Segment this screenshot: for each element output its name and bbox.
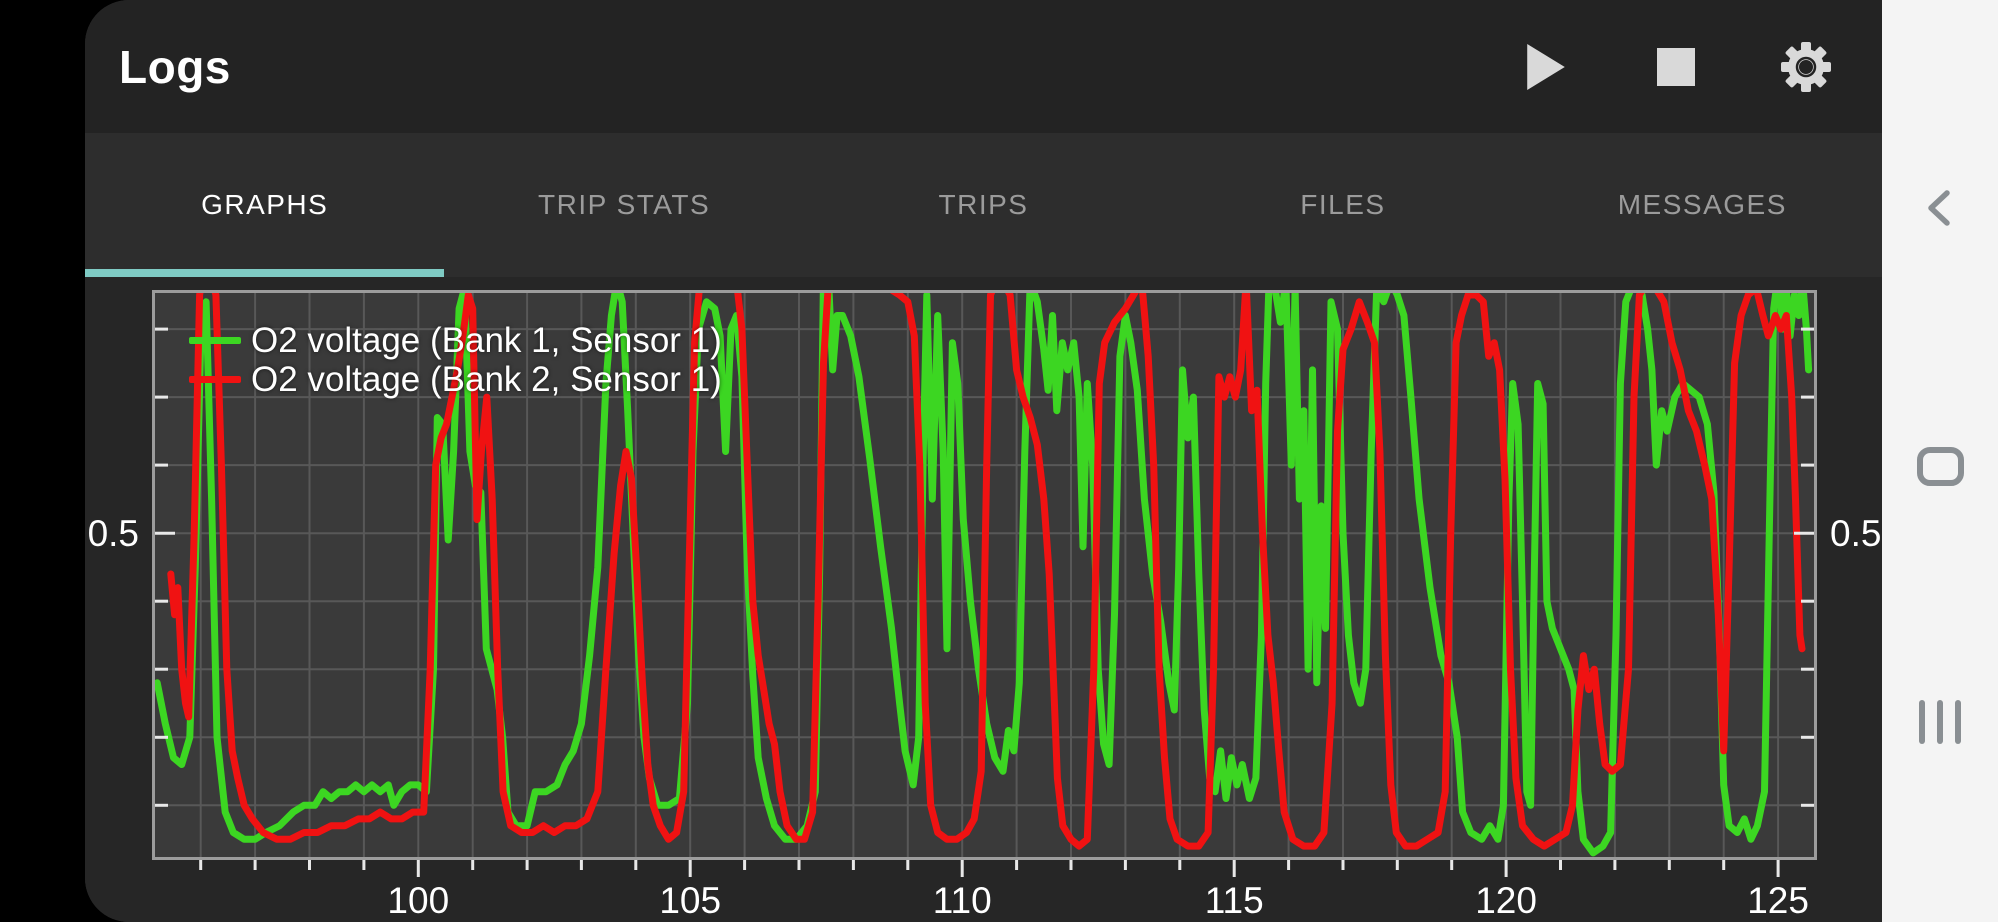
svg-text:125: 125 xyxy=(1747,880,1809,921)
stop-button[interactable] xyxy=(1650,41,1702,93)
tab-graphs[interactable]: GRAPHS xyxy=(85,133,445,277)
svg-text:110: 110 xyxy=(933,880,992,921)
appbar-actions xyxy=(1520,41,1832,93)
svg-text:120: 120 xyxy=(1475,880,1537,921)
tab-label: FILES xyxy=(1300,189,1386,220)
play-icon xyxy=(1527,43,1565,90)
back-button[interactable] xyxy=(1882,188,1998,228)
page-title: Logs xyxy=(119,40,231,93)
o2-voltage-chart[interactable]: 100 105 110 115 120 125 0.5 0.5 xyxy=(88,290,1881,921)
stop-icon xyxy=(1657,47,1695,86)
app-window: Logs xyxy=(85,0,1882,922)
svg-text:0.5: 0.5 xyxy=(88,513,139,554)
tab-label: MESSAGES xyxy=(1617,189,1787,220)
tab-files[interactable]: FILES xyxy=(1163,133,1522,277)
recents-button[interactable] xyxy=(1882,700,1998,744)
tab-bar: GRAPHS TRIP STATS TRIPS FILES MESSAGES xyxy=(85,133,1882,277)
tab-trips[interactable]: TRIPS xyxy=(804,133,1163,277)
tab-label: TRIP STATS xyxy=(538,189,711,220)
tab-label: TRIPS xyxy=(938,189,1029,220)
graphs-content: 100 105 110 115 120 125 0.5 0.5 O2 voltage (Ban… xyxy=(85,277,1882,922)
recents-icon xyxy=(1919,700,1961,744)
home-squircle-icon xyxy=(1916,447,1964,486)
app-bar: Logs xyxy=(85,0,1882,133)
gear-icon xyxy=(1781,41,1831,92)
tab-messages[interactable]: MESSAGES xyxy=(1523,133,1882,277)
android-navigation-bar xyxy=(1882,0,1998,922)
active-tab-indicator xyxy=(85,269,445,277)
back-chevron-icon xyxy=(1928,190,1950,226)
svg-text:100: 100 xyxy=(387,880,449,921)
svg-text:115: 115 xyxy=(1205,880,1264,921)
tab-trip-stats[interactable]: TRIP STATS xyxy=(444,133,803,277)
settings-button[interactable] xyxy=(1780,41,1832,93)
home-button[interactable] xyxy=(1882,447,1998,486)
tab-label: GRAPHS xyxy=(201,189,329,220)
play-button[interactable] xyxy=(1520,41,1572,93)
svg-text:105: 105 xyxy=(659,880,721,921)
svg-text:0.5: 0.5 xyxy=(1830,513,1881,554)
